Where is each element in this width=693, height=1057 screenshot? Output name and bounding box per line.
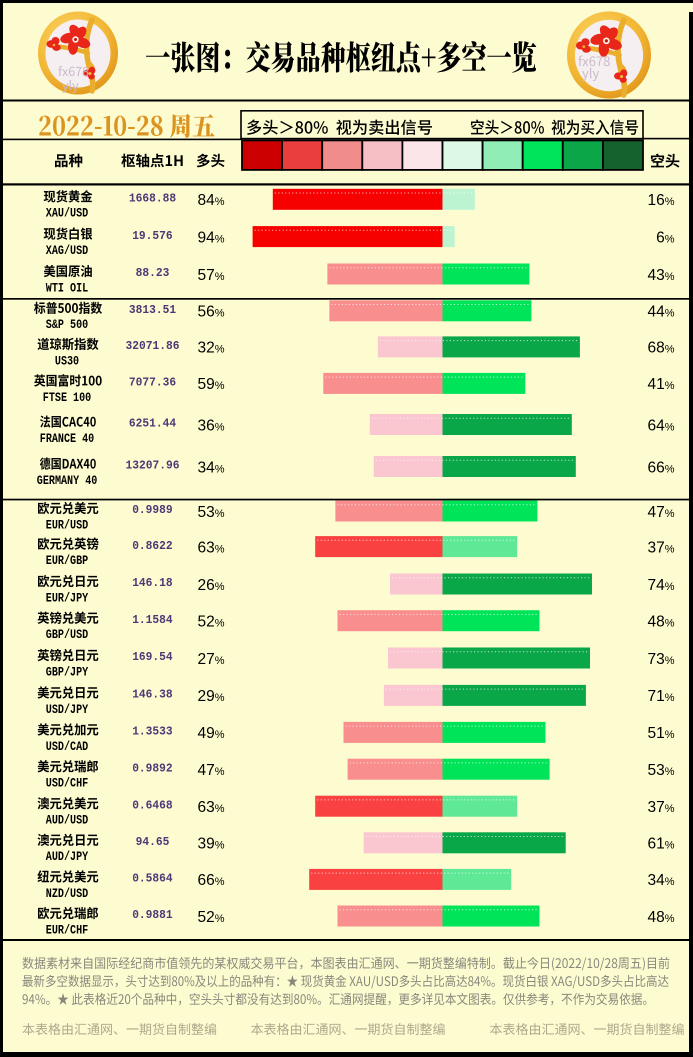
svg-text:52%: 52% [198,614,225,631]
svg-text:19.576: 19.576 [132,229,173,243]
svg-text:S&P 500: S&P 500 [46,317,89,332]
svg-text:73%: 73% [647,651,674,668]
svg-text:27%: 27% [198,651,225,668]
svg-text:43%: 43% [647,267,674,284]
svg-text:88.23: 88.23 [136,266,170,280]
svg-text:94.65: 94.65 [136,835,170,849]
svg-text:53%: 53% [647,762,674,779]
svg-text:FRANCE 40: FRANCE 40 [40,431,95,446]
svg-text:0.9989: 0.9989 [132,503,173,517]
svg-text:EUR/JPY: EUR/JPY [46,590,89,605]
svg-text:56%: 56% [198,304,225,321]
svg-text:59%: 59% [198,376,225,393]
svg-text:32071.86: 32071.86 [126,339,180,353]
svg-text:66%: 66% [198,872,225,889]
svg-text:GBP/JPY: GBP/JPY [46,664,89,679]
svg-text:13207.96: 13207.96 [126,459,180,473]
svg-text:3813.51: 3813.51 [129,303,176,317]
svg-text:AUD/JPY: AUD/JPY [46,849,89,864]
svg-text:29%: 29% [198,688,225,705]
svg-text:16%: 16% [647,192,674,209]
svg-text:26%: 26% [198,577,225,594]
svg-text:36%: 36% [198,417,225,434]
svg-text:48%: 48% [647,614,674,631]
svg-text:68%: 68% [647,340,674,357]
svg-text:FTSE 100: FTSE 100 [43,390,92,405]
svg-text:61%: 61% [647,836,674,853]
svg-text:0.5864: 0.5864 [132,872,173,886]
svg-text:37%: 37% [647,539,674,556]
svg-text:7077.36: 7077.36 [129,376,176,390]
svg-text:6%: 6% [656,229,675,246]
svg-text:34%: 34% [647,872,674,889]
svg-text:EUR/CHF: EUR/CHF [46,922,89,937]
svg-text:71%: 71% [647,688,674,705]
svg-text:41%: 41% [647,376,674,393]
svg-text:47%: 47% [647,504,674,521]
svg-text:XAU/USD: XAU/USD [46,206,89,221]
svg-text:EUR/USD: EUR/USD [46,517,89,532]
svg-text:0.9881: 0.9881 [132,908,173,922]
svg-text:0.6468: 0.6468 [132,798,173,812]
svg-text:63%: 63% [198,799,225,816]
svg-text:64%: 64% [647,417,674,434]
svg-text:44%: 44% [647,304,674,321]
svg-text:94%: 94% [198,229,225,246]
svg-text:48%: 48% [647,909,674,926]
svg-text:US30: US30 [55,353,79,368]
svg-text:51%: 51% [647,725,674,742]
svg-text:169.54: 169.54 [132,650,173,664]
svg-text:USD/JPY: USD/JPY [46,702,89,717]
svg-text:146.18: 146.18 [132,576,173,590]
svg-text:34%: 34% [198,459,225,476]
svg-text:1668.88: 1668.88 [129,192,176,206]
svg-text:WTI OIL: WTI OIL [46,280,89,295]
svg-text:0.8622: 0.8622 [132,539,173,553]
svg-text:6251.44: 6251.44 [129,417,176,431]
svg-text:84%: 84% [198,192,225,209]
svg-text:AUD/USD: AUD/USD [46,813,89,828]
svg-text:GERMANY 40: GERMANY 40 [37,473,98,488]
svg-text:66%: 66% [647,459,674,476]
svg-text:EUR/GBP: EUR/GBP [46,553,89,568]
svg-text:53%: 53% [198,504,225,521]
svg-text:XAG/USD: XAG/USD [46,243,89,258]
svg-text:GBP/USD: GBP/USD [46,627,89,642]
svg-text:37%: 37% [647,799,674,816]
svg-text:USD/CAD: USD/CAD [46,739,89,754]
svg-text:1.3533: 1.3533 [132,725,173,739]
svg-text:49%: 49% [198,725,225,742]
svg-text:63%: 63% [198,539,225,556]
svg-text:52%: 52% [198,909,225,926]
svg-text:57%: 57% [198,267,225,284]
svg-text:32%: 32% [198,340,225,357]
svg-text:0.9892: 0.9892 [132,761,173,775]
svg-text:NZD/USD: NZD/USD [46,886,89,901]
svg-text:USD/CHF: USD/CHF [46,776,89,791]
svg-text:1.1584: 1.1584 [132,613,173,627]
svg-text:47%: 47% [198,762,225,779]
svg-text:146.38: 146.38 [132,688,173,702]
svg-text:74%: 74% [647,577,674,594]
svg-text:39%: 39% [198,836,225,853]
